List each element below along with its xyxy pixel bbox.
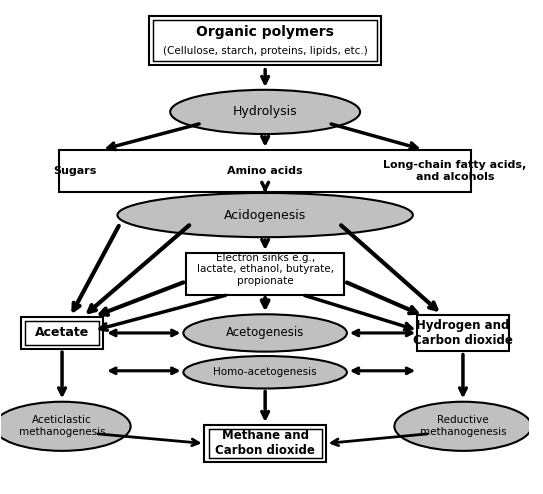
Text: Electron sinks e.g.,
lactate, ethanol, butyrate,
propionate: Electron sinks e.g., lactate, ethanol, b… [197, 252, 333, 286]
Text: Homo-acetogenesis: Homo-acetogenesis [213, 367, 317, 377]
Text: Amino acids: Amino acids [228, 166, 303, 176]
Ellipse shape [170, 90, 360, 134]
FancyBboxPatch shape [205, 425, 326, 462]
Text: Acidogenesis: Acidogenesis [224, 208, 306, 222]
FancyBboxPatch shape [21, 317, 103, 349]
FancyBboxPatch shape [149, 16, 381, 65]
Text: Hydrolysis: Hydrolysis [233, 105, 298, 119]
FancyBboxPatch shape [59, 150, 471, 192]
Text: Organic polymers: Organic polymers [196, 25, 334, 39]
Text: Aceticlastic
methanogenesis: Aceticlastic methanogenesis [19, 415, 105, 437]
Ellipse shape [0, 402, 131, 451]
FancyBboxPatch shape [186, 253, 344, 295]
Ellipse shape [184, 356, 347, 388]
Ellipse shape [117, 193, 413, 237]
Text: Reductive
methanogenesis: Reductive methanogenesis [420, 415, 506, 437]
Text: Methane and
Carbon dioxide: Methane and Carbon dioxide [215, 429, 315, 457]
Text: (Cellulose, starch, proteins, lipids, etc.): (Cellulose, starch, proteins, lipids, et… [163, 46, 368, 56]
Text: Long-chain fatty acids,
and alcohols: Long-chain fatty acids, and alcohols [383, 160, 527, 182]
Text: Hydrogen and
Carbon dioxide: Hydrogen and Carbon dioxide [413, 319, 513, 347]
Ellipse shape [184, 314, 347, 352]
Text: Acetogenesis: Acetogenesis [226, 327, 304, 339]
Text: Sugars: Sugars [54, 166, 97, 176]
Text: Acetate: Acetate [35, 327, 89, 339]
Ellipse shape [394, 402, 532, 451]
FancyBboxPatch shape [417, 315, 509, 351]
